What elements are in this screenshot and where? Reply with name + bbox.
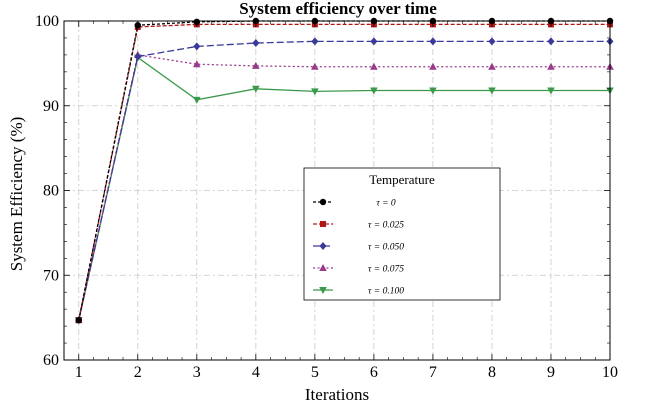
series-5 [74,54,614,325]
legend-items: τ = 0 τ = 0.025 τ = 0.050 τ = 0.075 τ = 0.10… [313,199,404,297]
series-line [78,56,610,321]
legend-swatch-marker [319,264,327,271]
x-tick-label: 3 [193,364,201,381]
y-tick-label: 90 [43,98,59,115]
data-point [429,87,437,95]
legend-item: τ = 0.025 [313,221,404,231]
data-point [252,61,260,69]
x-tick-label: 2 [134,364,142,381]
data-point [488,62,496,70]
y-tick-label: 70 [43,267,59,284]
data-point [429,37,437,46]
data-point [370,37,378,46]
axes: 1 2 3 4 5 6 7 8 9 10 60 70 80 90 100 [35,13,618,381]
x-tick-label: 8 [488,364,496,381]
data-point [252,85,260,93]
data-point [370,87,378,95]
series-line [78,40,610,321]
x-tick-label: 4 [252,364,260,381]
legend-label: τ = 0.075 [368,265,404,275]
data-point [311,88,319,96]
data-point [429,62,437,70]
legend-label: τ = 0 [376,199,396,209]
legend-swatch-marker [319,287,327,294]
data-point [547,37,555,46]
data-point [75,316,82,324]
series-line [78,23,610,321]
series-3 [75,37,614,325]
legend-item: τ = 0.075 [313,264,404,275]
legend-item: τ = 0 [313,199,396,209]
data-point [193,60,201,68]
x-tick-label: 10 [602,364,618,381]
legend-swatch-marker [319,242,327,250]
legend-item: τ = 0.100 [313,287,404,297]
series-line [78,54,610,321]
data-point [252,39,260,48]
y-tick-label: 60 [43,352,59,369]
y-tick-label: 100 [35,13,59,30]
data-point [488,87,496,95]
x-tick-label: 6 [370,364,378,381]
data-point [547,87,555,95]
data-point [488,37,496,46]
data-point [370,62,378,70]
legend-swatch-marker [319,198,327,206]
legend-swatch-marker [320,221,326,227]
x-tick-label: 1 [75,364,83,381]
data-point [134,52,142,61]
data-point [193,42,201,51]
x-tick-label: 9 [547,364,555,381]
legend-label: τ = 0.100 [368,287,404,297]
y-tick-label: 80 [43,183,59,200]
legend-box [303,167,501,301]
legend-item: τ = 0.050 [313,242,404,253]
chart-title: System efficiency over time [239,0,437,18]
y-axis-label: System Efficiency (%) [7,117,26,272]
data-point [311,62,319,70]
x-tick-label: 7 [429,364,437,381]
data-point [547,62,555,70]
legend-label: τ = 0.050 [368,243,404,253]
data-point [193,96,201,104]
legend-label: τ = 0.025 [368,221,404,231]
data-point [311,37,319,46]
x-tick-label: 5 [311,364,319,381]
x-axis-label: Iterations [305,385,369,404]
legend-title: Temperature [369,172,435,187]
